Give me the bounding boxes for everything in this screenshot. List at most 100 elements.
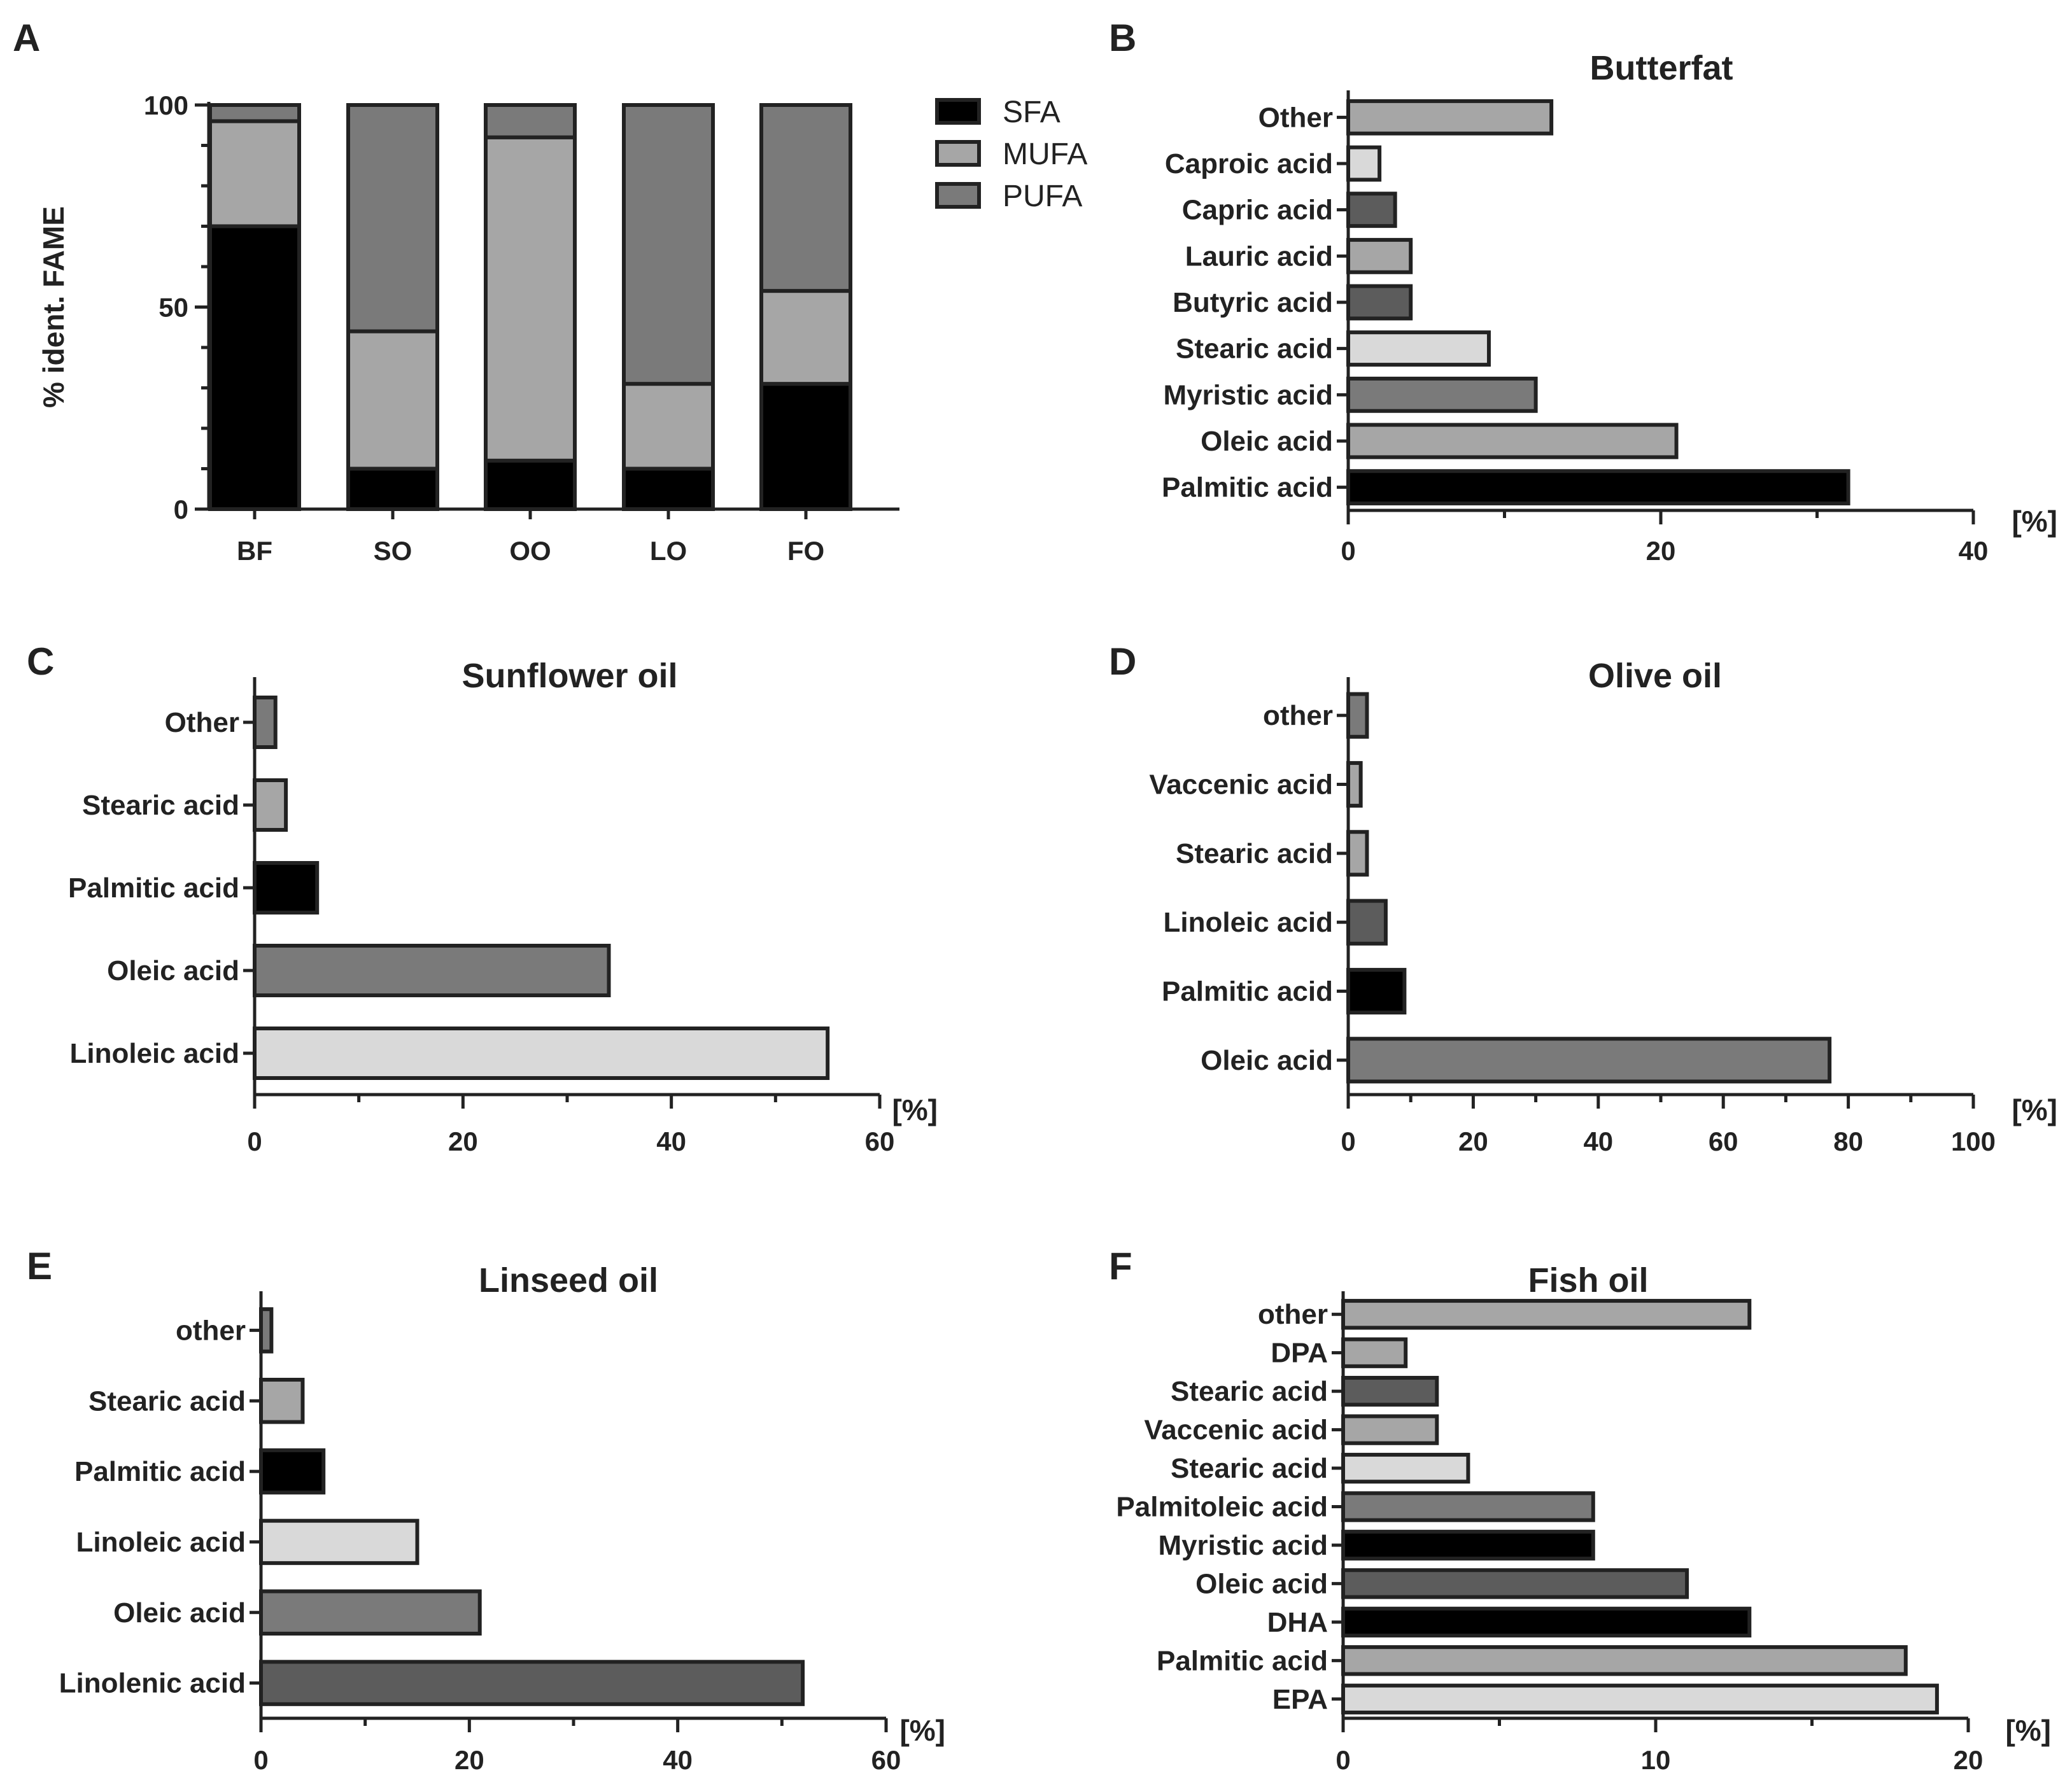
category-label: Other xyxy=(165,707,239,738)
bar-segment-mufa xyxy=(622,382,715,471)
bar xyxy=(1346,830,1369,877)
panel-letter-e: E xyxy=(27,1245,52,1287)
panel-c: C Sunflower oil 0 20 40 60[%] Other Stearic aci… xyxy=(27,640,938,1156)
bar-segment-mufa xyxy=(208,119,301,228)
category-label: Palmitic acid xyxy=(74,1456,246,1487)
bar xyxy=(259,1378,305,1424)
category-label: DHA xyxy=(1267,1607,1328,1638)
category-label: Stearic acid xyxy=(1176,838,1333,869)
legend-label-pufa: PUFA xyxy=(1003,179,1082,213)
y-tick-label: 100 xyxy=(144,90,188,120)
category-label: Myristic acid xyxy=(1163,379,1333,410)
category-label: Butyric acid xyxy=(1173,287,1333,318)
bar xyxy=(1346,423,1679,459)
category-label: Stearic acid xyxy=(1171,1453,1328,1484)
legend-swatch-sfa xyxy=(935,98,981,125)
panel-letter-b: B xyxy=(1109,17,1136,59)
bar xyxy=(1346,469,1850,506)
category-label: Other xyxy=(1258,102,1333,133)
x-tick-label: OO xyxy=(509,536,551,566)
y-axis-label: % ident. FAME xyxy=(37,206,70,408)
category-label: Stearic acid xyxy=(82,790,239,821)
x-unit-label: [%] xyxy=(899,1714,945,1747)
bar xyxy=(1346,284,1413,321)
category-label: Linoleic acid xyxy=(69,1038,239,1069)
x-tick-label: 60 xyxy=(865,1126,895,1156)
bar-segment-sfa xyxy=(484,458,577,511)
panel-a: A 0 50 100 % ident. FAME BF SO OO LO FO SFA MUFA PUF… xyxy=(13,17,1087,566)
chart-title: Linseed oil xyxy=(479,1261,658,1300)
x-tick-label: 0 xyxy=(1336,1745,1350,1775)
panel-letter-a: A xyxy=(13,17,40,59)
bar xyxy=(253,696,278,749)
x-tick-label: LO xyxy=(650,536,687,566)
bar xyxy=(1341,1606,1752,1638)
x-unit-label: [%] xyxy=(892,1093,938,1126)
category-label: other xyxy=(176,1315,246,1346)
category-label: Linoleic acid xyxy=(76,1527,246,1558)
category-label: Oleic acid xyxy=(1195,1568,1328,1599)
bar xyxy=(1341,1452,1470,1484)
category-label: other xyxy=(1258,1299,1328,1330)
y-tick-label: 50 xyxy=(159,293,188,323)
x-tick-label: 60 xyxy=(1709,1126,1738,1156)
x-tick-label: 20 xyxy=(1954,1745,1984,1775)
bar xyxy=(1346,376,1538,413)
x-tick-label: 100 xyxy=(1951,1126,1996,1156)
legend-swatch-mufa xyxy=(935,140,981,167)
category-label: Palmitic acid xyxy=(68,872,239,904)
bar xyxy=(1341,1375,1439,1407)
bar xyxy=(1346,1037,1832,1084)
bar-segment-sfa xyxy=(759,382,852,512)
category-label: Stearic acid xyxy=(1171,1376,1328,1407)
category-label: EPA xyxy=(1272,1684,1328,1715)
x-unit-label: [%] xyxy=(2012,1093,2057,1126)
category-label: Oleic acid xyxy=(107,955,239,986)
bar xyxy=(1346,145,1382,182)
panel-d: D Olive oil 0 20 40 60 80 100 [%] other Vaccenic a… xyxy=(1109,640,2057,1156)
category-label: Palmitic acid xyxy=(1157,1645,1328,1676)
panel-e: E Linseed oil 0 20 40 60[%] other Stearic acid P… xyxy=(27,1245,945,1775)
x-tick-label: FO xyxy=(787,536,824,566)
chart-title: Butterfat xyxy=(1590,49,1733,87)
x-tick-label: 0 xyxy=(247,1126,262,1156)
chart-title: Olive oil xyxy=(1588,657,1722,695)
x-tick-label: 40 xyxy=(656,1126,686,1156)
bar xyxy=(259,1307,274,1354)
panel-f: F Fish oil 0 10 20 [%] other DPA Stearic acid Vac… xyxy=(1109,1245,2051,1775)
bar xyxy=(259,1518,419,1566)
bar xyxy=(1346,967,1407,1015)
bar-segment-mufa xyxy=(759,289,852,386)
category-label: Stearic acid xyxy=(88,1385,246,1417)
bar xyxy=(1346,192,1397,228)
bar-segment-pufa xyxy=(759,103,852,293)
bar xyxy=(1341,1529,1595,1561)
bar xyxy=(1346,760,1363,808)
category-label: DPA xyxy=(1271,1338,1328,1369)
x-tick-label: 20 xyxy=(455,1745,484,1775)
category-label: Oleic acid xyxy=(113,1597,246,1629)
category-label: Vaccenic acid xyxy=(1149,769,1333,801)
bar xyxy=(253,778,288,832)
x-tick-label: 40 xyxy=(1583,1126,1613,1156)
category-label: Oleic acid xyxy=(1201,1045,1333,1076)
category-label: Myristic acid xyxy=(1158,1530,1328,1561)
x-unit-label: [%] xyxy=(2005,1714,2051,1747)
legend-label-sfa: SFA xyxy=(1003,95,1061,129)
bar xyxy=(1346,99,1554,136)
bar xyxy=(253,944,611,997)
bar xyxy=(1341,1299,1752,1330)
bar xyxy=(1341,1568,1689,1599)
bar xyxy=(1341,1645,1908,1676)
bar-segment-pufa xyxy=(346,103,439,333)
bar xyxy=(253,1027,830,1080)
chart-title: Fish oil xyxy=(1528,1261,1649,1300)
bar xyxy=(1341,1683,1939,1714)
x-tick-label: BF xyxy=(237,536,272,566)
category-label: Linoleic acid xyxy=(1163,907,1333,938)
bar xyxy=(253,861,320,915)
bar xyxy=(259,1589,482,1636)
category-label: other xyxy=(1263,700,1333,731)
category-label: Vaccenic acid xyxy=(1144,1415,1328,1446)
x-tick-label: 60 xyxy=(871,1745,901,1775)
